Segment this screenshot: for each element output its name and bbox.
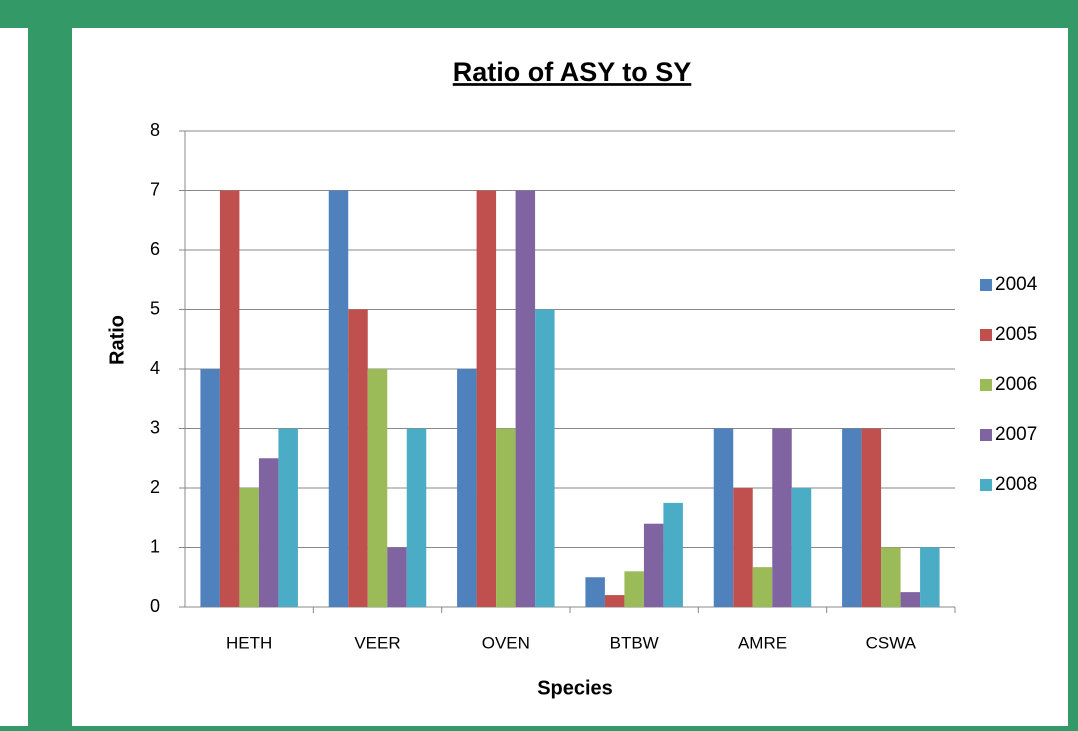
legend-swatch (980, 479, 992, 491)
bar (367, 369, 388, 607)
bar (476, 190, 497, 607)
legend-swatch (980, 379, 992, 391)
bar (624, 571, 644, 607)
bar (200, 369, 220, 607)
bar (348, 309, 368, 607)
legend-label: 2005 (995, 324, 1037, 345)
y-tick-label: 0 (150, 596, 160, 616)
x-tick-label: BTBW (610, 633, 659, 652)
bar (842, 428, 862, 607)
bar (733, 488, 753, 607)
legend-label: 2004 (995, 274, 1038, 295)
legend-swatch (980, 279, 992, 291)
x-tick-label: VEER (354, 633, 400, 652)
bar (219, 190, 240, 607)
legend-swatch (980, 429, 992, 441)
bar (535, 309, 555, 607)
y-tick-label: 5 (150, 298, 160, 318)
bar (406, 428, 427, 607)
legend-label: 2007 (995, 424, 1037, 445)
y-tick-label: 2 (150, 477, 160, 497)
bar (772, 428, 792, 607)
legend-label: 2008 (995, 474, 1037, 495)
bar (496, 428, 516, 607)
y-tick-label: 8 (150, 120, 160, 140)
bar (585, 577, 605, 607)
x-tick-label: AMRE (738, 633, 787, 652)
bar (604, 595, 625, 607)
bar (515, 190, 536, 607)
bar (713, 428, 734, 607)
bar (861, 428, 882, 607)
y-tick-label: 6 (150, 239, 160, 259)
x-axis-label: Species (537, 677, 613, 699)
chart-title: Ratio of ASY to SY (453, 57, 692, 87)
bar (387, 547, 407, 607)
bar (457, 369, 477, 607)
y-tick-label: 7 (150, 179, 160, 199)
bar (663, 502, 683, 607)
x-tick-label: HETH (226, 633, 272, 652)
bar (258, 458, 279, 607)
bar (791, 488, 812, 607)
legend-label: 2006 (995, 374, 1037, 395)
bar (920, 547, 940, 607)
bar (239, 488, 259, 607)
bar (643, 523, 664, 607)
side-panel (0, 28, 28, 726)
bar (881, 547, 901, 607)
x-tick-label: CSWA (866, 633, 917, 652)
legend-swatch (980, 329, 992, 341)
y-axis-label: Ratio (106, 315, 128, 365)
y-tick-label: 3 (150, 417, 160, 437)
bar (328, 190, 349, 607)
bar (900, 592, 921, 607)
y-tick-label: 1 (150, 536, 160, 556)
bar (752, 567, 773, 607)
y-tick-label: 4 (150, 358, 160, 378)
bar (278, 428, 298, 607)
x-tick-label: OVEN (482, 633, 530, 652)
